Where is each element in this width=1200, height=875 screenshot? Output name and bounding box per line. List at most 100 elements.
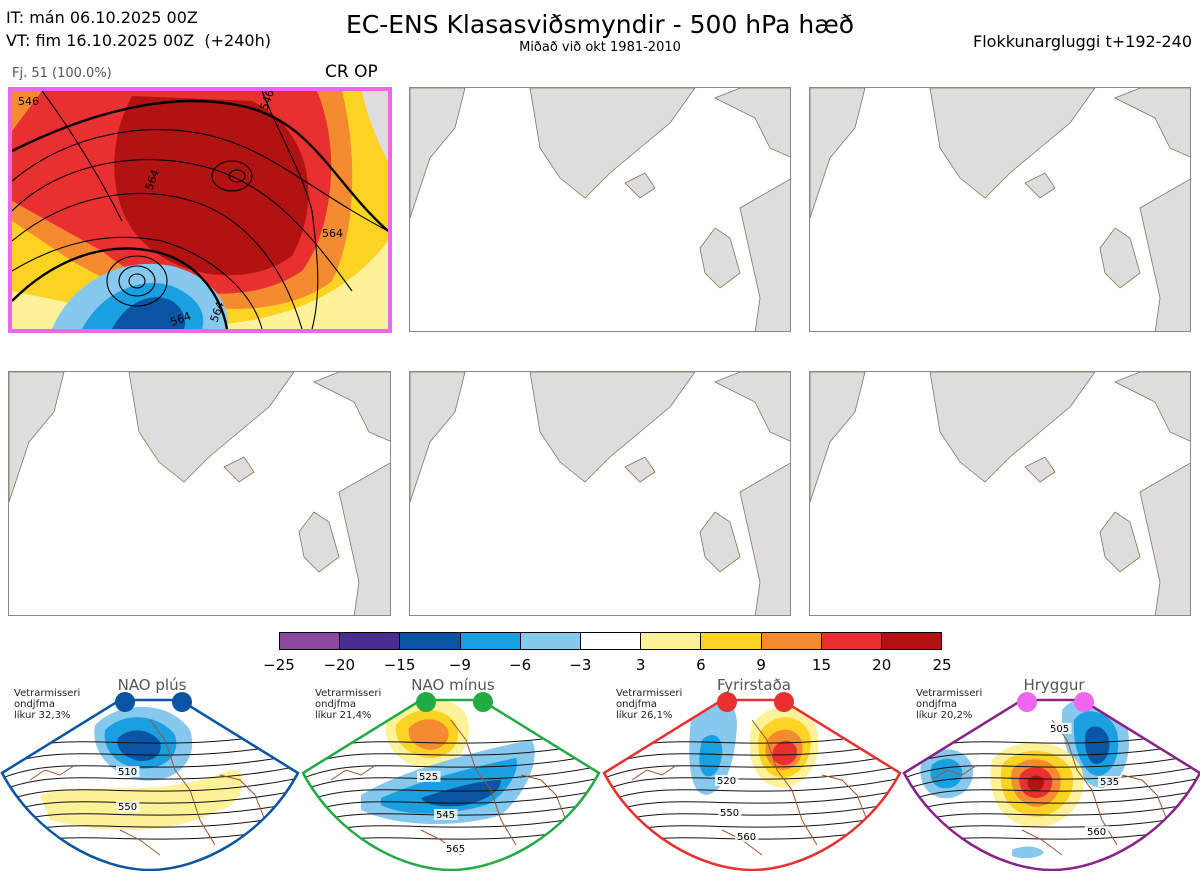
regime-stat-line: Vetrarmisseri xyxy=(315,688,382,699)
contour-label-bg xyxy=(116,801,140,812)
regime-marker-dot xyxy=(172,692,192,712)
regime-stat-line: líkur 32,3% xyxy=(14,710,71,721)
anomaly-fill xyxy=(421,780,501,807)
regime-border xyxy=(602,698,902,872)
regime-title: Hryggur xyxy=(1023,676,1085,694)
regime-stat-line: ondjfma xyxy=(916,699,957,710)
colorbar-tick-label: −3 xyxy=(569,656,592,674)
regime-panel: 510 550 NAO plús Vetrarmisseri ondjfma líkur … xyxy=(0,676,300,872)
colorbar xyxy=(279,632,942,650)
colorbar-tick-label: 9 xyxy=(756,656,766,674)
colorbar-tick-label: −6 xyxy=(509,656,532,674)
colorbar-swatch xyxy=(821,633,882,649)
map-outline xyxy=(810,372,1190,615)
regime-panel: 505 535 560 Hryggur Vetrarmisseri ondjfma líku… xyxy=(902,676,1200,872)
anomaly-fill xyxy=(772,740,798,766)
regime-stat-line: líkur 21,4% xyxy=(315,710,372,721)
regime-title: NAO mínus xyxy=(411,676,495,694)
anomaly-fill xyxy=(1012,846,1044,859)
regime-probability: Vetrarmisseri ondjfma líkur 20,2% xyxy=(916,688,982,721)
height-contour xyxy=(604,777,900,804)
initial-time: IT: mán 06.10.2025 00Z xyxy=(6,8,198,27)
map-outline xyxy=(410,372,790,615)
cluster-map-6[interactable] xyxy=(809,371,1191,616)
map-outline xyxy=(410,88,790,331)
page-subtitle: Miðað við okt 1981-2010 xyxy=(519,40,681,55)
contour-label: 565 xyxy=(446,844,465,855)
regime-marker-dot xyxy=(774,692,794,712)
colorbar-swatch xyxy=(580,633,642,649)
height-contour xyxy=(904,789,1200,816)
height-contour xyxy=(904,753,1200,780)
contour-label: 550 xyxy=(720,808,739,819)
coastline xyxy=(631,719,868,856)
cluster-map-2[interactable] xyxy=(409,87,791,332)
regime-probability: Vetrarmisseri ondjfma líkur 21,4% xyxy=(315,688,381,721)
cluster-map-3[interactable] xyxy=(809,87,1191,332)
contour-label-bg xyxy=(444,843,468,854)
regime-border xyxy=(301,698,601,872)
coastline xyxy=(29,719,266,856)
colorbar-swatch xyxy=(400,633,461,649)
regime-diagram: 510 550 xyxy=(0,692,300,872)
regime-diagram: 505 535 560 xyxy=(902,692,1200,872)
colorbar-tick-label: −9 xyxy=(448,656,471,674)
regime-title: NAO plús xyxy=(117,676,187,694)
cluster-map-5[interactable] xyxy=(409,371,791,616)
page-title: EC-ENS Klasasviðsmyndir - 500 hPa hæð xyxy=(345,10,855,39)
colorbar-swatch xyxy=(641,633,702,649)
regime-marker-dot xyxy=(473,692,493,712)
regime-stat-line: Vetrarmisseri xyxy=(916,688,983,699)
height-contour xyxy=(2,777,298,804)
contour-label: 546 xyxy=(18,95,39,108)
cluster-map-1[interactable]: 546 564 564 546 564 564 xyxy=(8,87,392,333)
height-contour xyxy=(604,753,900,780)
colorbar-tick-label: 6 xyxy=(696,656,706,674)
regime-stat-line: ondjfma xyxy=(14,699,55,710)
contour-label: 505 xyxy=(1050,724,1069,735)
contour-label-bg xyxy=(1098,776,1122,787)
contour-label: 560 xyxy=(1087,827,1106,838)
regime-title: Fyrirstaða xyxy=(717,676,791,694)
colorbar-tick-label: −25 xyxy=(263,656,295,674)
colorbar-swatch xyxy=(701,633,762,649)
regime-marker-dot xyxy=(1017,692,1037,712)
anomaly-fill xyxy=(381,758,517,814)
colorbar-tick-label: −15 xyxy=(383,656,416,674)
regime-marker-dot xyxy=(1074,692,1094,712)
contour-label-bg xyxy=(1085,826,1109,837)
cluster-regime-label: CR OP xyxy=(325,62,378,82)
contour-label: 520 xyxy=(717,776,736,787)
regime-stat-line: ondjfma xyxy=(616,699,657,710)
regime-diagram: 520 550 560 xyxy=(602,692,902,872)
regime-border xyxy=(902,698,1200,872)
contour-label-bg xyxy=(1048,723,1072,734)
colorbar-tick-label: 3 xyxy=(635,656,646,674)
colorbar-swatch xyxy=(460,633,521,649)
contour-label-bg xyxy=(715,775,739,786)
height-contour xyxy=(303,777,599,804)
colorbar-swatch xyxy=(881,633,942,649)
regime-stat-line: Vetrarmisseri xyxy=(14,688,81,699)
cluster-members-label: Fj. 51 (100.0%) xyxy=(12,66,112,81)
height-contour xyxy=(303,753,599,780)
regime-stat-line: líkur 20,2% xyxy=(916,710,973,721)
contour-label: 560 xyxy=(737,832,756,843)
height-contour xyxy=(904,777,1200,804)
colorbar-tick-label: 25 xyxy=(932,656,952,674)
height-contour xyxy=(303,789,599,816)
anomaly-fill xyxy=(117,730,161,762)
cluster-map-4[interactable] xyxy=(8,371,391,616)
contour-label: 535 xyxy=(1100,777,1119,788)
contour-label-bg xyxy=(718,807,742,818)
contour-label: 545 xyxy=(436,810,455,821)
height-contour xyxy=(2,765,298,792)
regime-marker-dot xyxy=(416,692,436,712)
height-contour xyxy=(604,801,900,828)
regime-stat-line: Vetrarmisseri xyxy=(616,688,683,699)
height-contour xyxy=(604,789,900,816)
regime-probability: Vetrarmisseri ondjfma líkur 32,3% xyxy=(14,688,80,721)
colorbar-tick-label: 15 xyxy=(811,656,831,674)
coastline xyxy=(330,719,567,856)
contour-label-bg xyxy=(417,771,441,782)
